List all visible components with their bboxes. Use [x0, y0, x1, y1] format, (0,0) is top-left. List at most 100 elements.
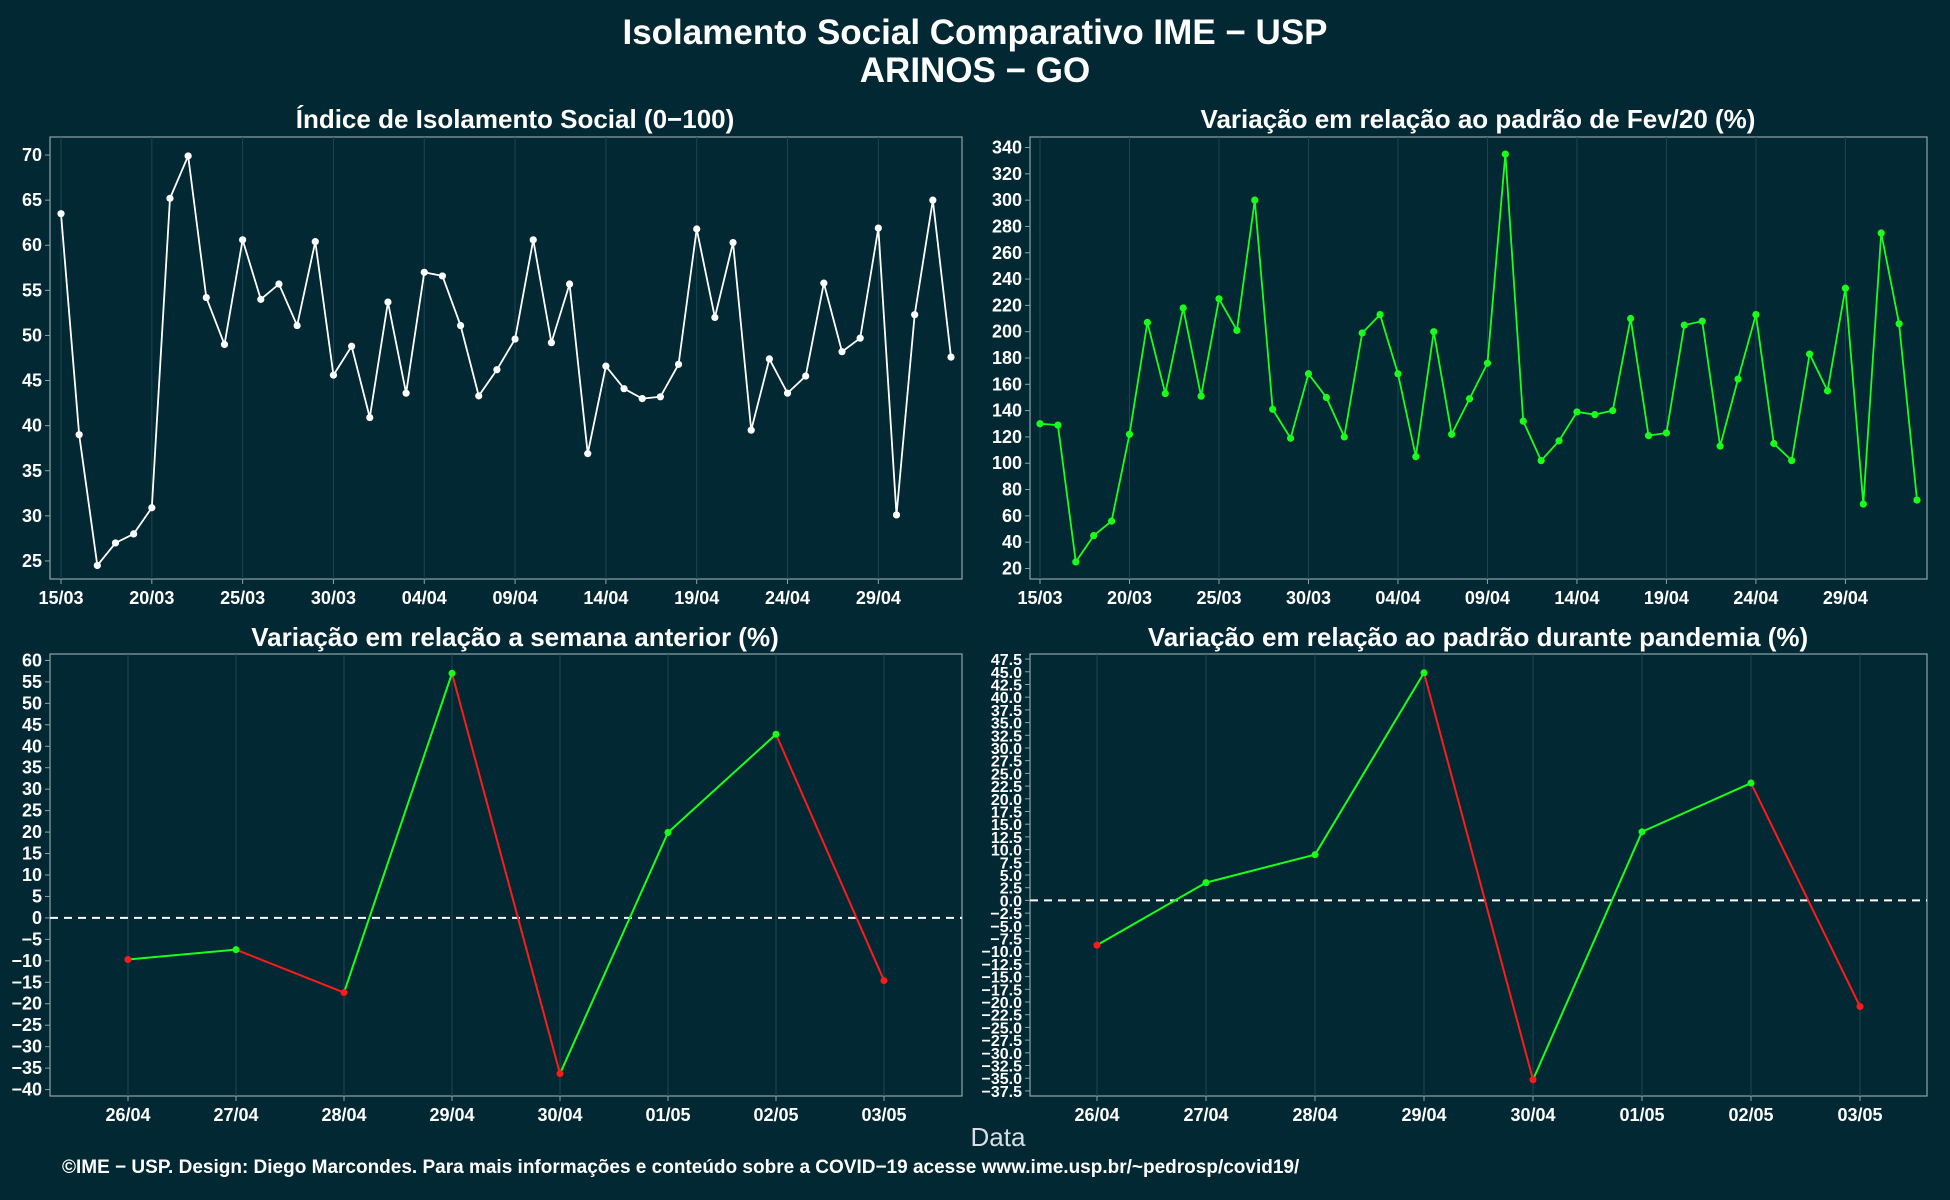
- data-point: [1716, 442, 1724, 450]
- y-tick-label: 60: [22, 235, 42, 255]
- data-point: [711, 313, 719, 322]
- y-tick-label: 160: [992, 374, 1022, 394]
- x-tick-label: 14/04: [1554, 588, 1599, 608]
- y-tick-label: −30.0: [982, 1046, 1023, 1063]
- y-tick-label: 65: [22, 190, 42, 210]
- data-point: [765, 355, 773, 363]
- y-tick-label: 25: [22, 801, 42, 821]
- y-tick-label: 50: [22, 693, 42, 713]
- x-tick-label: 27/04: [1183, 1105, 1228, 1125]
- series-segment: [343, 672, 453, 993]
- y-tick-label: 15.0: [991, 817, 1022, 834]
- data-point: [602, 362, 610, 370]
- y-tick-label: −5.0: [990, 919, 1022, 936]
- data-point: [1090, 531, 1098, 540]
- x-tick-label: 28/04: [321, 1105, 366, 1125]
- data-point: [1394, 370, 1402, 378]
- x-axis-label: Data: [971, 1122, 1026, 1152]
- data-point: [1286, 434, 1295, 442]
- y-tick-label: 22.5: [991, 779, 1022, 796]
- panel-frame: [49, 136, 963, 580]
- y-tick-label: 340: [992, 138, 1022, 158]
- data-point: [166, 194, 174, 202]
- data-point: [556, 1070, 564, 1078]
- y-tick-label: 40: [22, 736, 42, 756]
- data-point: [1376, 310, 1384, 319]
- x-tick-label: 19/04: [1644, 588, 1689, 608]
- data-point: [148, 504, 156, 512]
- y-tick-label: −10.0: [982, 944, 1023, 961]
- y-tick-label: 2.5: [1000, 881, 1022, 898]
- y-tick-label: −2.5: [990, 906, 1022, 923]
- y-tick-label: 0.0: [1000, 893, 1022, 910]
- y-tick-label: 40: [22, 416, 42, 436]
- data-point: [1609, 407, 1617, 415]
- data-point: [1161, 389, 1169, 398]
- y-tick-label: −20: [11, 994, 42, 1014]
- y-tick-label: 20: [1002, 558, 1022, 578]
- y-tick-label: 17.5: [991, 804, 1022, 821]
- data-point: [1093, 941, 1101, 949]
- y-tick-label: 7.5: [1000, 855, 1022, 872]
- data-point: [1501, 150, 1509, 158]
- y-tick-label: 45.0: [991, 665, 1022, 682]
- x-tick-label: 02/05: [753, 1105, 798, 1125]
- data-point: [638, 394, 646, 403]
- data-point: [75, 431, 83, 439]
- data-point: [1125, 430, 1134, 438]
- data-point: [656, 393, 664, 401]
- series-segment: [1205, 853, 1316, 884]
- series-segment: [1314, 672, 1425, 856]
- y-tick-label: −10: [11, 951, 42, 971]
- data-point: [1698, 317, 1706, 325]
- data-point: [547, 339, 556, 347]
- data-point: [674, 360, 683, 368]
- series-segment: [1423, 672, 1534, 1081]
- data-point: [111, 539, 120, 547]
- data-point: [1734, 375, 1742, 383]
- data-point: [1215, 295, 1223, 303]
- data-point: [257, 295, 265, 303]
- y-tick-label: 300: [992, 190, 1022, 210]
- x-tick-label: 30/04: [537, 1105, 582, 1125]
- y-tick-label: 40.0: [991, 690, 1022, 707]
- y-tick-label: 140: [992, 401, 1022, 421]
- x-tick-label: 09/04: [493, 588, 538, 608]
- y-tick-label: 55: [22, 280, 42, 300]
- data-point: [1573, 408, 1581, 416]
- data-point: [856, 334, 864, 342]
- y-tick-label: 320: [992, 164, 1022, 184]
- data-point: [1420, 669, 1428, 677]
- data-point: [892, 511, 901, 519]
- y-tick-label: −22.5: [982, 1008, 1023, 1025]
- y-tick-label: −25.0: [982, 1020, 1023, 1037]
- data-point: [1638, 828, 1646, 836]
- data-point: [130, 530, 138, 538]
- data-point: [1143, 318, 1151, 327]
- data-point: [1529, 1076, 1537, 1084]
- y-tick-label: 260: [992, 243, 1022, 263]
- y-tick-label: −37.5: [982, 1084, 1023, 1101]
- data-point: [911, 311, 919, 319]
- x-tick-label: 01/05: [645, 1105, 690, 1125]
- y-tick-label: −35: [11, 1058, 42, 1078]
- y-tick-label: −30: [11, 1037, 42, 1057]
- y-tick-label: 60: [22, 650, 42, 670]
- x-tick-label: 04/04: [1375, 588, 1420, 608]
- data-point: [456, 321, 465, 330]
- y-tick-label: 27.5: [991, 754, 1022, 771]
- y-tick-label: −40: [11, 1080, 42, 1100]
- data-point: [1519, 417, 1527, 425]
- y-tick-label: 10.0: [991, 843, 1022, 860]
- y-tick-label: 20.0: [991, 792, 1022, 809]
- panel-title: Variação em relação ao padrão durante pa…: [1148, 622, 1808, 652]
- series-segment: [775, 733, 885, 981]
- data-point: [802, 372, 810, 380]
- data-point: [1054, 421, 1062, 429]
- series-segment: [235, 948, 345, 994]
- data-point: [232, 946, 240, 954]
- x-tick-label: 28/04: [1292, 1105, 1337, 1125]
- data-point: [1859, 500, 1867, 508]
- data-point: [1680, 321, 1688, 329]
